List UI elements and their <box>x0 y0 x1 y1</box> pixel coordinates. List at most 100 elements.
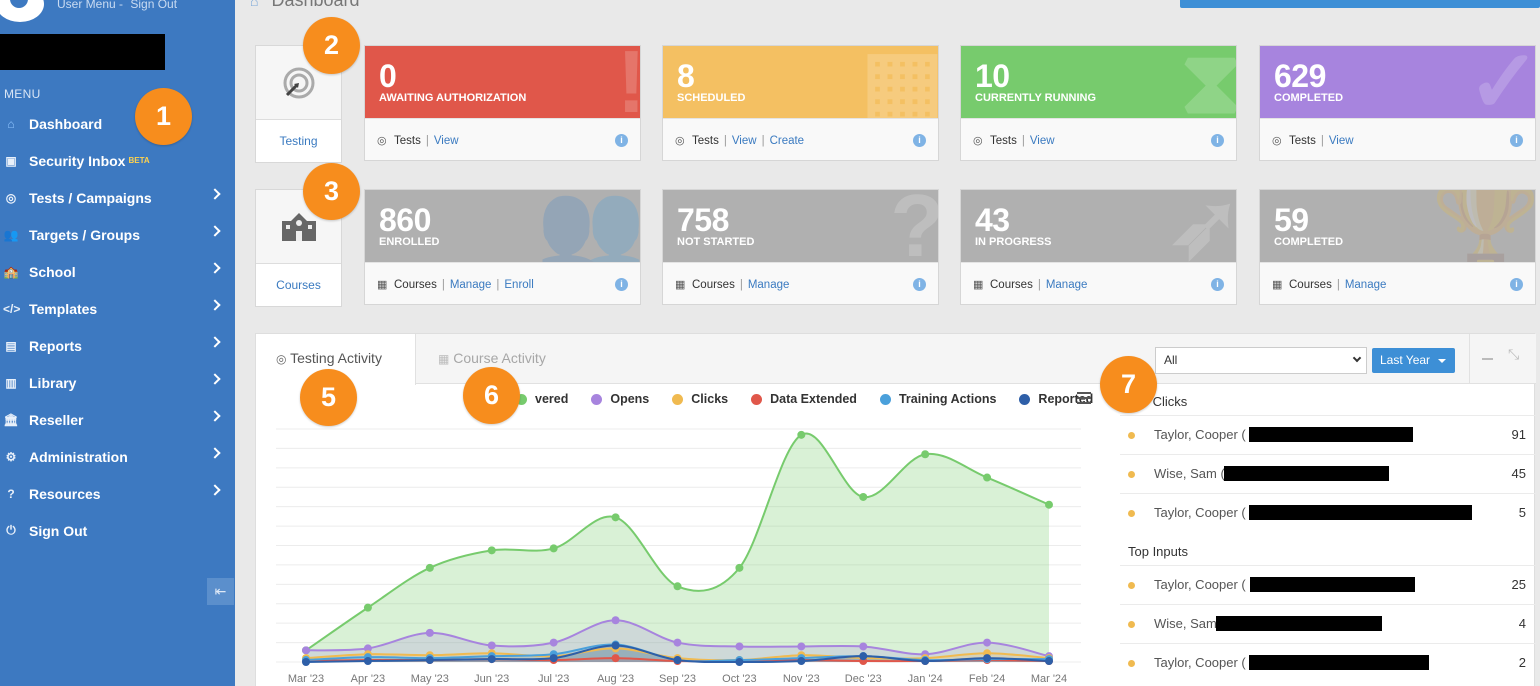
sidebar-item-targets-groups[interactable]: 👥 Targets / Groups <box>0 216 235 253</box>
expand-icon[interactable]: ⤡ <box>1508 346 1520 362</box>
data-point[interactable] <box>859 642 868 651</box>
data-point[interactable] <box>797 642 806 651</box>
sign-out-link-top[interactable]: Sign Out <box>130 0 178 11</box>
data-point[interactable] <box>487 641 496 650</box>
data-point[interactable] <box>983 654 992 663</box>
data-point[interactable] <box>1045 500 1053 509</box>
data-point[interactable] <box>735 658 744 666</box>
tab-course-activity[interactable]: ▦ Course Activity <box>418 334 566 385</box>
period-dropdown-button[interactable]: Last Year <box>1372 348 1455 373</box>
sidebar-item-administration[interactable]: ⚙ Administration <box>0 438 235 475</box>
sidebar-item-tests-campaigns[interactable]: ◎ Tests / Campaigns <box>0 179 235 216</box>
legend-item[interactable]: Data Extended <box>751 392 857 406</box>
data-point[interactable] <box>1045 657 1053 666</box>
card-link-view[interactable]: View <box>731 134 757 147</box>
testing-tile-label[interactable]: Testing <box>256 119 341 162</box>
data-point[interactable] <box>363 603 372 612</box>
data-point[interactable] <box>425 563 434 572</box>
info-icon[interactable]: i <box>1510 134 1523 147</box>
data-point[interactable] <box>302 658 310 666</box>
sidebar-item-resources[interactable]: ? Resources <box>0 475 235 512</box>
list-item[interactable]: Taylor, Cooper (25 <box>1120 565 1536 604</box>
testing_cards-card-scheduled[interactable]: ▦ 8 SCHEDULED ◎ Tests | View | Create i <box>662 45 939 161</box>
legend-item[interactable]: Opens <box>591 392 649 406</box>
data-point[interactable] <box>363 644 372 653</box>
data-point[interactable] <box>735 642 744 651</box>
info-icon[interactable]: i <box>913 278 926 291</box>
legend-item[interactable]: Training Actions <box>879 392 996 406</box>
data-point[interactable] <box>983 473 992 482</box>
data-point[interactable] <box>425 628 434 637</box>
info-icon[interactable]: i <box>1211 134 1224 147</box>
data-point[interactable] <box>487 655 496 664</box>
courses-tile-label[interactable]: Courses <box>256 263 341 306</box>
list-item[interactable]: Wise, Sam 4 <box>1120 604 1536 643</box>
user-menu-link[interactable]: User Menu - <box>57 0 124 11</box>
card-link-manage[interactable]: Manage <box>1344 278 1387 291</box>
minimize-icon[interactable] <box>1482 358 1493 360</box>
group-filter-select[interactable]: All <box>1155 347 1367 374</box>
card-link-create[interactable]: Create <box>769 134 805 147</box>
sidebar-item-dashboard[interactable]: ⌂ Dashboard <box>0 105 235 142</box>
info-icon[interactable]: i <box>1211 278 1224 291</box>
top-action-buttons[interactable] <box>1180 0 1540 8</box>
list-item[interactable]: Taylor, Cooper (91 <box>1120 415 1536 454</box>
data-point[interactable] <box>859 652 868 661</box>
sidebar-item-school[interactable]: 🏫 School <box>0 253 235 290</box>
legend-item[interactable]: Clicks <box>672 392 728 406</box>
data-point[interactable] <box>921 657 930 666</box>
data-point[interactable] <box>673 638 682 647</box>
collapse-sidebar-icon[interactable]: ⇤ <box>207 578 234 605</box>
data-point[interactable] <box>673 582 682 591</box>
list-item[interactable]: Taylor, Cooper (2 <box>1120 643 1536 682</box>
chart-menu-icon[interactable] <box>1077 392 1091 407</box>
info-icon[interactable]: i <box>615 278 628 291</box>
list-item[interactable]: Taylor, Cooper (5 <box>1120 493 1536 532</box>
data-point[interactable] <box>549 654 558 663</box>
sidebar-item-sign-out[interactable]: ⏻ Sign Out <box>0 512 235 549</box>
list-item[interactable]: Wise, Sam (45 <box>1120 454 1536 493</box>
testing-tile[interactable]: Testing <box>255 45 342 163</box>
sidebar-item-security-inbox[interactable]: ▣ Security Inbox BETA <box>0 142 235 179</box>
sidebar-item-library[interactable]: ▥ Library <box>0 364 235 401</box>
data-point[interactable] <box>921 450 930 459</box>
legend-item[interactable]: vered <box>516 392 568 406</box>
data-point[interactable] <box>549 638 558 647</box>
data-point[interactable] <box>735 563 744 572</box>
card-link-view[interactable]: View <box>1328 134 1354 147</box>
avatar[interactable] <box>0 0 44 22</box>
sidebar-item-reseller[interactable]: 🏛 Reseller <box>0 401 235 438</box>
data-point[interactable] <box>859 492 868 501</box>
testing_cards-card-currently-running[interactable]: ⧗ 10 CURRENTLY RUNNING ◎ Tests | View i <box>960 45 1237 161</box>
data-point[interactable] <box>797 657 806 666</box>
card-link-view[interactable]: View <box>1029 134 1055 147</box>
home-icon[interactable]: ⌂ <box>250 0 259 9</box>
course_cards-card-completed[interactable]: 🏆 59 COMPLETED ▦ Courses | Manage i <box>1259 189 1536 305</box>
data-point[interactable] <box>673 656 682 665</box>
card-link-enroll[interactable]: Enroll <box>504 278 534 291</box>
sidebar-item-reports[interactable]: ▤ Reports <box>0 327 235 364</box>
course_cards-card-enrolled[interactable]: 👥 860 ENROLLED ▦ Courses | Manage | Enroll i <box>364 189 641 305</box>
card-link-manage[interactable]: Manage <box>449 278 492 291</box>
data-point[interactable] <box>549 544 558 553</box>
data-point[interactable] <box>611 616 620 625</box>
courses-tile[interactable]: Courses <box>255 189 342 307</box>
data-point[interactable] <box>302 646 310 655</box>
info-icon[interactable]: i <box>913 134 926 147</box>
data-point[interactable] <box>611 654 620 663</box>
sidebar-item-templates[interactable]: </> Templates <box>0 290 235 327</box>
info-icon[interactable]: i <box>1510 278 1523 291</box>
testing_cards-card-completed[interactable]: ✓ 629 COMPLETED ◎ Tests | View i <box>1259 45 1536 161</box>
data-point[interactable] <box>983 638 992 647</box>
card-link-view[interactable]: View <box>433 134 459 147</box>
data-point[interactable] <box>487 546 496 555</box>
course_cards-card-in-progress[interactable]: ➶ 43 IN PROGRESS ▦ Courses | Manage i <box>960 189 1237 305</box>
data-point[interactable] <box>611 641 620 650</box>
data-point[interactable] <box>425 656 434 665</box>
data-point[interactable] <box>611 513 620 522</box>
data-point[interactable] <box>797 430 806 439</box>
data-point[interactable] <box>363 657 372 666</box>
card-link-manage[interactable]: Manage <box>1045 278 1088 291</box>
